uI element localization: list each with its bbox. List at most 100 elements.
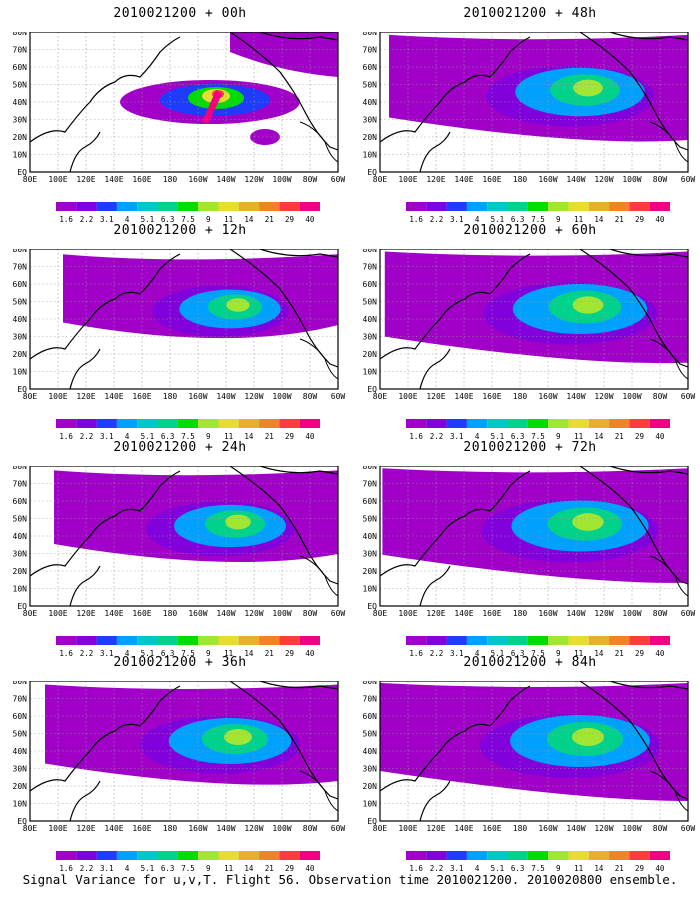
colorbar: 1.6 2.2 3.1 4 5.1 6.3 7.5 9 11 14 21 29 40 bbox=[406, 419, 670, 441]
colorbar-swatch bbox=[446, 636, 467, 645]
colorbar: 1.6 2.2 3.1 4 5.1 6.3 7.5 9 11 14 21 29 40 bbox=[56, 636, 320, 658]
colorbar-label: 7.5 bbox=[531, 864, 545, 873]
lat-label: 40N bbox=[363, 315, 378, 324]
panel-title: 2010021200 + 72h bbox=[463, 440, 597, 455]
colorbar-swatch bbox=[527, 419, 549, 428]
colorbar-swatch bbox=[279, 636, 300, 645]
lon-label: 120W bbox=[594, 824, 613, 833]
colorbar-swatch bbox=[426, 202, 447, 211]
lat-label: EQ bbox=[367, 168, 377, 177]
colorbar-swatch bbox=[548, 419, 569, 428]
lat-label: 20N bbox=[13, 133, 28, 142]
colorbar-swatch bbox=[406, 202, 427, 211]
colorbar-swatch bbox=[629, 419, 650, 428]
colorbar-swatch bbox=[157, 636, 178, 645]
lon-label: 120W bbox=[594, 609, 613, 618]
colorbar-label: 1.6 bbox=[409, 432, 423, 441]
lon-label: 100E bbox=[48, 175, 67, 184]
colorbar-label: 4 bbox=[125, 649, 130, 658]
lat-label: 40N bbox=[363, 747, 378, 756]
colorbar-swatch bbox=[299, 636, 320, 645]
map-panel-84h: 2010021200 + 84h 80N 70N 60N 50N 40N 30N 20N 10N… bbox=[360, 655, 700, 873]
colorbar-label: 11 bbox=[224, 649, 233, 658]
lon-label: 160W bbox=[538, 609, 557, 618]
colorbar-swatch bbox=[629, 851, 650, 860]
lon-label: 80E bbox=[23, 175, 38, 184]
lat-label: 30N bbox=[363, 116, 378, 125]
lat-label: 60N bbox=[13, 497, 28, 506]
lon-label: 120E bbox=[426, 175, 445, 184]
lon-label: 160E bbox=[132, 824, 151, 833]
lon-label: 140W bbox=[216, 392, 235, 401]
colorbar-swatch bbox=[218, 636, 239, 645]
colorbar-label: 1.6 bbox=[59, 864, 73, 873]
colorbar-swatch bbox=[466, 419, 488, 428]
colorbar: 1.6 2.2 3.1 4 5.1 6.3 7.5 9 11 14 21 29 40 bbox=[406, 202, 670, 224]
colorbar-swatch bbox=[56, 851, 77, 860]
lon-label: 80W bbox=[653, 609, 668, 618]
lon-label: 80W bbox=[653, 392, 668, 401]
lon-label: 180 bbox=[513, 175, 528, 184]
colorbar-label: 3.1 bbox=[100, 215, 114, 224]
colorbar-label: 7.5 bbox=[531, 215, 545, 224]
lon-label: 120W bbox=[244, 824, 263, 833]
colorbar: 1.6 2.2 3.1 4 5.1 6.3 7.5 9 11 14 21 29 40 bbox=[56, 202, 320, 224]
colorbar-label: 5.1 bbox=[141, 649, 155, 658]
lat-label: 40N bbox=[363, 532, 378, 541]
colorbar-swatch bbox=[137, 202, 158, 211]
lon-label: 140E bbox=[454, 609, 473, 618]
colorbar-swatch bbox=[299, 851, 320, 860]
lon-label: 100E bbox=[398, 392, 417, 401]
lon-label: 140E bbox=[104, 824, 123, 833]
lat-label: 70N bbox=[13, 695, 28, 704]
colorbar-swatch bbox=[507, 851, 528, 860]
colorbar-label: 9 bbox=[556, 215, 561, 224]
lat-label: 60N bbox=[363, 712, 378, 721]
lon-label: 180 bbox=[513, 609, 528, 618]
colorbar-label: 6.3 bbox=[511, 649, 525, 658]
lat-label: 20N bbox=[363, 350, 378, 359]
colorbar-swatch bbox=[507, 636, 528, 645]
colorbar-swatch bbox=[96, 636, 117, 645]
colorbar-label: 4 bbox=[475, 432, 480, 441]
lat-label: 50N bbox=[13, 298, 28, 307]
panel-title: 2010021200 + 36h bbox=[113, 655, 247, 670]
colorbar-swatch bbox=[96, 851, 117, 860]
colorbar-swatch bbox=[629, 202, 650, 211]
colorbar-label: 9 bbox=[206, 215, 211, 224]
colorbar-swatch bbox=[548, 636, 569, 645]
lat-label: 80N bbox=[363, 32, 378, 37]
lat-label: 70N bbox=[363, 480, 378, 489]
colorbar-label: 2.2 bbox=[80, 215, 94, 224]
colorbar-swatch bbox=[649, 202, 670, 211]
colorbar-swatch bbox=[76, 202, 97, 211]
lat-label: 80N bbox=[363, 681, 378, 686]
colorbar-swatch bbox=[406, 851, 427, 860]
colorbar-label: 2.2 bbox=[80, 649, 94, 658]
colorbar-label: 1.6 bbox=[59, 432, 73, 441]
lat-label: EQ bbox=[17, 168, 27, 177]
lat-label: 60N bbox=[13, 63, 28, 72]
colorbar-label: 6.3 bbox=[161, 864, 175, 873]
colorbar-swatch bbox=[446, 419, 467, 428]
colorbar-label: 6.3 bbox=[161, 432, 175, 441]
lon-label: 140W bbox=[566, 392, 585, 401]
map-panel-60h: 2010021200 + 60h 80N 70N 60N 50N 40N 30N 20N 10N… bbox=[360, 223, 700, 441]
lon-label: 180 bbox=[513, 824, 528, 833]
colorbar-label: 40 bbox=[655, 649, 665, 658]
lon-label: 160E bbox=[482, 392, 501, 401]
colorbar-label: 7.5 bbox=[181, 432, 195, 441]
panel-title: 2010021200 + 24h bbox=[113, 440, 247, 455]
lat-label: 40N bbox=[13, 532, 28, 541]
colorbar-label: 5.1 bbox=[491, 215, 505, 224]
colorbar-label: 3.1 bbox=[450, 649, 464, 658]
lon-label: 60W bbox=[331, 609, 346, 618]
lat-label: 30N bbox=[13, 550, 28, 559]
lon-label: 180 bbox=[163, 824, 178, 833]
colorbar-swatch bbox=[56, 419, 77, 428]
lon-label: 160W bbox=[538, 175, 557, 184]
colorbar-label: 40 bbox=[305, 215, 315, 224]
colorbar-swatch bbox=[426, 419, 447, 428]
